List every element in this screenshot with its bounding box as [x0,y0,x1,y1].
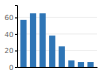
bar [30,13,36,67]
y-tick-mark [15,17,17,18]
grid-line [17,17,97,18]
y-tick-mark [15,34,17,35]
y-tick: 20 [5,47,17,55]
y-tick-mark [15,67,17,68]
bar [87,62,93,67]
x-axis [18,67,98,69]
grid-line [17,50,97,51]
x-axis-line [18,67,98,68]
y-axis-line [15,6,18,68]
y-tick: 40 [5,31,17,39]
grid-line [17,33,97,34]
bars [20,13,93,67]
grid-line [17,67,97,68]
y-tick-label: 40 [5,31,14,39]
y-tick: 0 [9,64,17,71]
y-tick-label: 60 [5,14,14,22]
bar [49,36,55,67]
bar [59,46,65,67]
bar [78,62,84,67]
bar [68,60,74,67]
chart: 0 20 40 60 [0,0,100,71]
y-tick-mark [15,50,17,51]
bar [20,20,26,67]
grid [17,17,97,67]
y-tick-label: 0 [9,64,13,71]
y-axis: 0 20 40 60 [5,6,18,71]
bar [40,13,46,67]
y-tick-label: 20 [5,47,14,55]
y-tick: 60 [5,14,17,22]
